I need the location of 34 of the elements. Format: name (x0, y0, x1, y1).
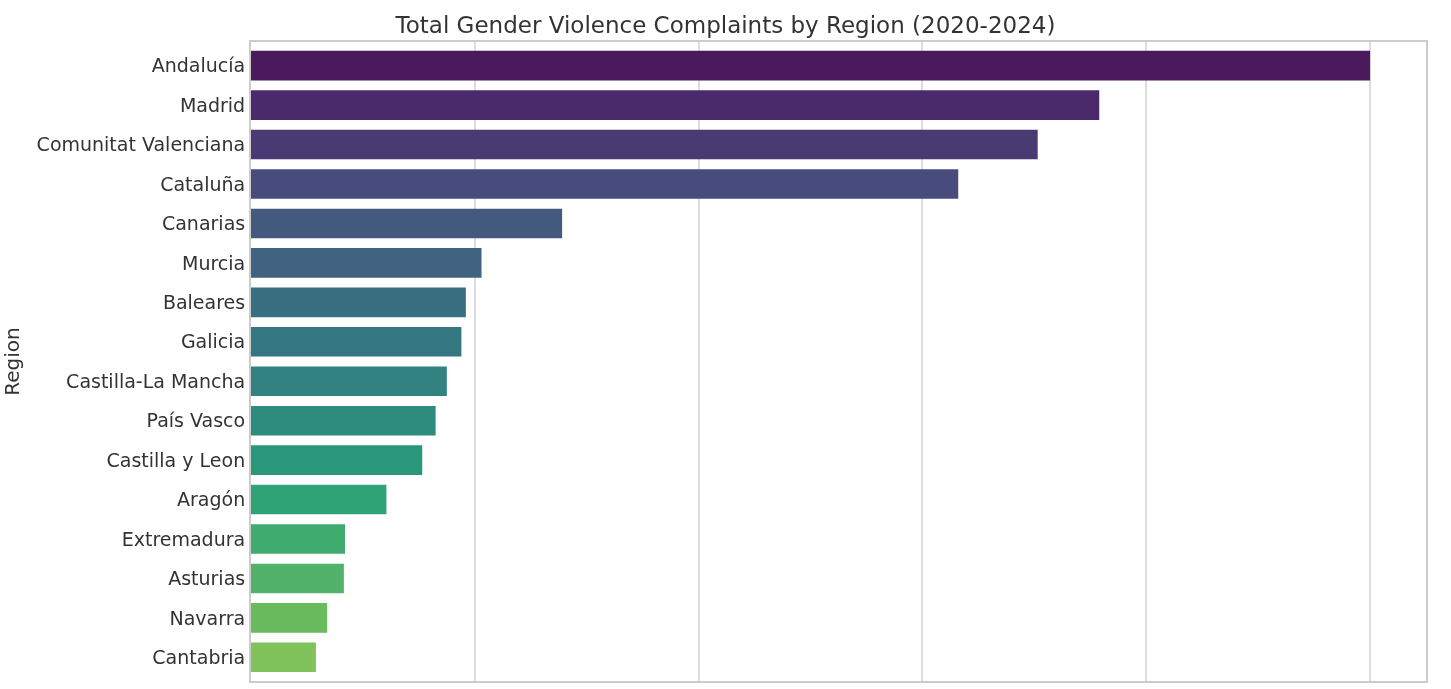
bar (251, 169, 959, 199)
y-tick-label: Navarra (169, 606, 246, 629)
bar (251, 326, 462, 357)
y-tick-label: Comunitat Valenciana (36, 133, 246, 156)
y-tick-label: Castilla y Leon (106, 448, 246, 471)
bar (251, 524, 345, 554)
y-tick-label: Baleares (162, 290, 246, 313)
y-tick-label: Cantabria (152, 645, 246, 668)
bar (251, 129, 1038, 160)
y-tick-label: Madrid (179, 93, 246, 116)
y-tick-label: Galicia (180, 330, 246, 353)
bar (251, 642, 316, 673)
y-tick-label: Asturias (168, 567, 246, 590)
bar (251, 563, 344, 594)
bar (251, 445, 423, 475)
bar (251, 366, 447, 397)
y-tick-label: Castilla-La Mancha (66, 369, 246, 392)
bar (251, 287, 466, 318)
bar (251, 90, 1100, 120)
y-axis-title: Region (0, 327, 24, 396)
bar (251, 50, 1371, 81)
bar (251, 484, 387, 515)
bar (251, 405, 436, 436)
bar (251, 248, 482, 278)
y-tick-label: Andalucía (151, 54, 246, 77)
y-tick-label: Extremadura (121, 527, 246, 550)
bar (251, 208, 563, 239)
y-tick-label: País Vasco (146, 409, 246, 432)
y-tick-label: Cataluña (160, 172, 246, 195)
bar (251, 603, 328, 633)
y-tick-label: Murcia (182, 251, 246, 274)
y-tick-label: Aragón (177, 488, 246, 511)
y-tick-label: Canarias (161, 212, 246, 235)
chart-title: Total Gender Violence Complaints by Region (2020-2024) (394, 12, 1056, 39)
